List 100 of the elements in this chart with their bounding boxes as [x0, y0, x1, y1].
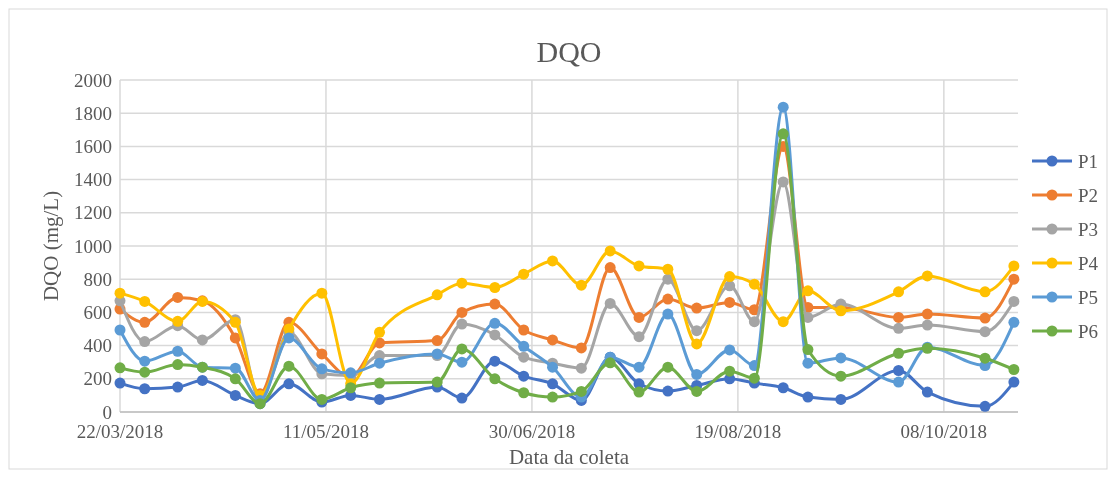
y-tick-label: 200: [83, 368, 112, 390]
x-axis-title: Data da coleta: [508, 445, 630, 469]
point: [604, 245, 616, 257]
point: [316, 287, 328, 299]
y-tick-label: 0: [102, 401, 112, 423]
legend-label: P4: [1078, 252, 1099, 274]
chart-title: DQO: [536, 35, 602, 68]
point: [489, 373, 501, 385]
point: [777, 316, 789, 328]
point: [893, 322, 905, 334]
point: [456, 318, 468, 330]
point: [172, 345, 184, 357]
point: [835, 370, 847, 382]
point: [575, 362, 587, 374]
point: [802, 391, 814, 403]
point: [139, 383, 151, 395]
point: [229, 389, 241, 401]
y-tick-label: 1600: [74, 136, 112, 158]
point: [229, 332, 241, 344]
point: [724, 296, 736, 308]
point: [316, 363, 328, 375]
point: [1008, 316, 1020, 328]
point: [456, 392, 468, 404]
y-tick-label: 1400: [74, 169, 112, 191]
point: [518, 324, 530, 336]
x-tick-label: 11/05/2018: [283, 421, 369, 442]
point: [114, 362, 126, 374]
point: [662, 263, 674, 275]
point: [518, 340, 530, 352]
point: [489, 355, 501, 367]
point: [114, 324, 126, 336]
point: [489, 298, 501, 310]
point: [431, 335, 443, 347]
point: [518, 351, 530, 363]
point: [979, 326, 991, 338]
point: [802, 285, 814, 297]
point: [1008, 364, 1020, 375]
point: [374, 393, 386, 405]
point: [139, 355, 151, 367]
point: [172, 381, 184, 393]
point: [979, 312, 991, 324]
point: [374, 357, 386, 369]
y-tick-label: 400: [83, 335, 112, 357]
point: [456, 306, 468, 318]
point: [456, 277, 468, 289]
x-tick-label: 30/06/2018: [488, 421, 576, 442]
point: [547, 361, 559, 373]
point: [139, 336, 151, 348]
point: [921, 270, 933, 282]
point: [802, 344, 814, 356]
point: [835, 393, 847, 405]
point: [139, 316, 151, 328]
point: [633, 311, 645, 323]
legend-label: P2: [1078, 184, 1099, 206]
point: [979, 286, 991, 298]
point: [748, 316, 760, 328]
point: [777, 128, 789, 140]
point: [1008, 273, 1020, 285]
point: [489, 282, 501, 293]
point: [921, 386, 933, 398]
point: [979, 352, 991, 364]
x-tick-label: 22/03/2018: [76, 421, 164, 442]
point: [489, 329, 501, 341]
point: [374, 377, 386, 389]
y-tick-label: 800: [83, 268, 112, 290]
point: [547, 255, 559, 267]
point: [575, 279, 587, 291]
point: [691, 368, 703, 380]
point: [518, 370, 530, 382]
point: [547, 391, 559, 403]
point: [893, 347, 905, 359]
point: [835, 305, 847, 317]
point: [518, 268, 530, 280]
point: [547, 334, 559, 346]
point: [691, 338, 703, 350]
point: [691, 302, 703, 314]
point: [575, 342, 587, 354]
point: [802, 357, 814, 369]
point: [921, 308, 933, 320]
point: [921, 319, 933, 331]
point: [456, 343, 468, 355]
point: [777, 382, 789, 394]
point: [229, 373, 241, 385]
point: [489, 317, 501, 329]
point: [1008, 260, 1020, 272]
point: [724, 365, 736, 377]
point: [114, 287, 126, 299]
point: [229, 362, 241, 374]
point: [431, 289, 443, 301]
point: [893, 311, 905, 323]
y-tick-label: 1000: [74, 235, 112, 257]
legend-label: P6: [1078, 320, 1099, 342]
point: [835, 352, 847, 364]
point: [633, 386, 645, 398]
point: [604, 357, 616, 369]
point: [139, 366, 151, 378]
y-tick-label: 2000: [74, 69, 112, 91]
point: [662, 308, 674, 320]
legend-label: P3: [1078, 218, 1099, 240]
point: [724, 271, 736, 283]
